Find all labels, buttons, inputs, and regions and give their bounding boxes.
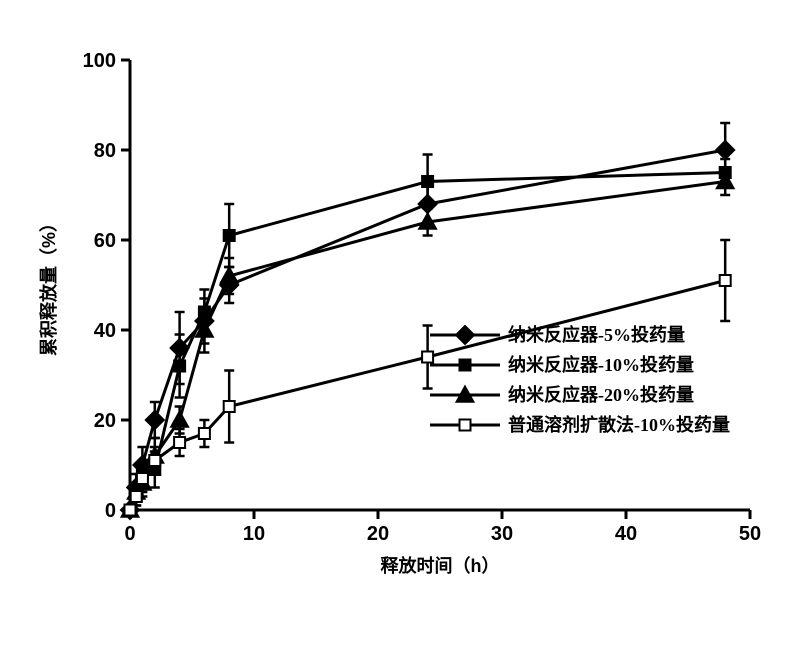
x-axis-label: 释放时间（h） <box>381 555 500 576</box>
legend-label: 纳米反应器-5%投药量 <box>508 324 685 345</box>
legend-label: 普通溶剂扩散法-10%投药量 <box>508 414 730 435</box>
x-tick-label: 20 <box>367 523 389 545</box>
x-tick-label: 50 <box>739 523 761 545</box>
legend-row-s3: 纳米反应器-20%投药量 <box>430 384 694 405</box>
y-tick-label: 80 <box>94 140 116 162</box>
x-tick-label: 40 <box>615 523 637 545</box>
y-axis-label: 累积释放量（%） <box>38 214 59 356</box>
y-tick-label: 0 <box>105 500 116 522</box>
legend-row-s2: 纳米反应器-10%投药量 <box>430 354 694 375</box>
y-tick-label: 20 <box>94 410 116 432</box>
legend-row-s1: 纳米反应器-5%投药量 <box>430 324 685 345</box>
chart-container: { "chart": { "type": "line-scatter-error… <box>0 0 800 647</box>
legend-label: 纳米反应器-20%投药量 <box>508 384 694 405</box>
x-tick-label: 0 <box>124 523 135 545</box>
x-tick-label: 10 <box>243 523 265 545</box>
y-tick-label: 60 <box>94 230 116 252</box>
x-tick-label: 30 <box>491 523 513 545</box>
release-chart: 0 10 20 30 40 50 0 20 40 60 80 100 释放时间（h） 累积释放量（%） 纳米… <box>0 0 800 647</box>
legend-row-s4: 普通溶剂扩散法-10%投药量 <box>430 414 730 435</box>
legend-label: 纳米反应器-10%投药量 <box>508 354 694 375</box>
y-tick-label: 40 <box>94 320 116 342</box>
y-tick-label: 100 <box>83 50 116 72</box>
